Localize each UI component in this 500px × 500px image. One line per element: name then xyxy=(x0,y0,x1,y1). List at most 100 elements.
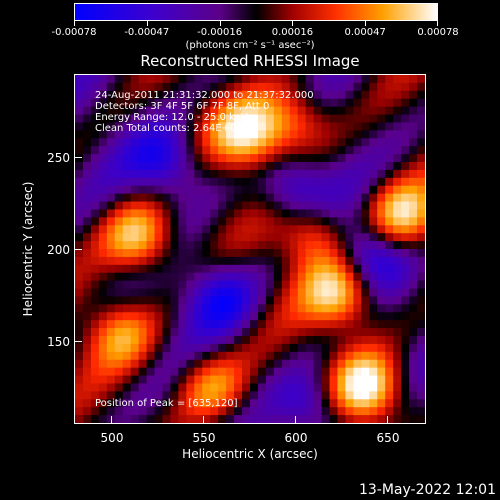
heatmap-cell xyxy=(114,169,124,179)
heatmap-cell xyxy=(281,272,291,282)
colorbar-tick xyxy=(365,21,367,26)
heatmap-cell xyxy=(353,288,362,298)
heatmap-cell xyxy=(417,249,425,258)
heatmap-cell xyxy=(417,280,425,290)
heatmap-cell xyxy=(218,98,227,108)
heatmap-cell xyxy=(114,272,124,282)
heatmap-cell xyxy=(250,130,259,139)
heatmap-cell xyxy=(186,249,195,258)
heatmap-cell xyxy=(265,320,275,329)
y-tick xyxy=(74,157,82,158)
heatmap-cell xyxy=(202,288,211,298)
heatmap-cell xyxy=(265,82,275,92)
heatmap-cell xyxy=(178,201,187,211)
heatmap-cell xyxy=(401,233,410,242)
heatmap-cell xyxy=(289,249,299,258)
heatmap-cell xyxy=(337,225,347,234)
heatmap-cell xyxy=(297,399,307,408)
heatmap-cell xyxy=(265,106,275,116)
heatmap-cell xyxy=(242,130,251,139)
heatmap-cell xyxy=(361,154,370,163)
heatmap-cell xyxy=(170,122,179,131)
heatmap-cell xyxy=(305,201,315,211)
heatmap-cell xyxy=(234,130,243,139)
heatmap-cell xyxy=(75,367,84,377)
heatmap-cell xyxy=(329,217,339,226)
heatmap-cell xyxy=(313,328,323,337)
heatmap-cell xyxy=(353,359,362,369)
heatmap-cell xyxy=(385,336,394,345)
heatmap-cell xyxy=(273,272,283,282)
heatmap-cell xyxy=(313,336,323,345)
heatmap-cell xyxy=(75,375,84,385)
heatmap-cell xyxy=(281,201,291,211)
heatmap-cell xyxy=(106,407,116,416)
heatmap-cell xyxy=(154,328,164,337)
heatmap-cell xyxy=(250,399,259,408)
heatmap-cell xyxy=(170,296,179,305)
heatmap-cell xyxy=(146,272,156,282)
heatmap-cell xyxy=(210,209,219,218)
heatmap-cell xyxy=(98,169,108,179)
heatmap-cell xyxy=(114,114,124,124)
heatmap-cell xyxy=(218,114,227,124)
heatmap-cell xyxy=(345,304,354,313)
heatmap-cell xyxy=(385,233,394,242)
heatmap-cell xyxy=(162,241,172,250)
heatmap-cell xyxy=(146,296,156,305)
heatmap-cell xyxy=(313,169,323,179)
heatmap-cell xyxy=(417,328,425,337)
heatmap-cell xyxy=(313,407,323,416)
heatmap-cell xyxy=(170,304,179,313)
heatmap-cell xyxy=(409,256,418,266)
heatmap-cell xyxy=(377,336,386,345)
heatmap-cell xyxy=(75,130,84,139)
heatmap-cell xyxy=(194,162,203,171)
annotation-peak: Position of Peak = [635,120] xyxy=(95,398,238,409)
heatmap-cell xyxy=(90,407,100,416)
heatmap-cell xyxy=(186,359,195,369)
heatmap-cell xyxy=(90,280,100,290)
heatmap-cell xyxy=(242,82,251,92)
heatmap-cell xyxy=(75,154,84,163)
heatmap-cell xyxy=(202,328,211,337)
heatmap-cell xyxy=(377,185,386,195)
heatmap-cell xyxy=(154,201,164,211)
heatmap-cell xyxy=(98,407,108,416)
heatmap-cell xyxy=(194,106,203,116)
heatmap-cell xyxy=(281,280,291,290)
heatmap-cell xyxy=(393,233,402,242)
heatmap-cell xyxy=(90,312,100,321)
heatmap-cell xyxy=(194,177,203,187)
heatmap-cell xyxy=(257,343,267,353)
heatmap-cell xyxy=(385,154,394,163)
heatmap-cell xyxy=(202,415,211,423)
heatmap-cell xyxy=(393,383,402,392)
heatmap-cell xyxy=(170,241,179,250)
heatmap-cell xyxy=(257,320,267,329)
heatmap-cell xyxy=(218,122,227,131)
heatmap-cell xyxy=(130,359,140,369)
heatmap-cell xyxy=(75,201,84,211)
heatmap-cell xyxy=(138,169,148,179)
heatmap-cell xyxy=(305,122,315,131)
heatmap-cell xyxy=(321,383,331,392)
heatmap-cell xyxy=(337,328,347,337)
heatmap-cell xyxy=(417,336,425,345)
heatmap-cell xyxy=(345,82,354,92)
heatmap-cell xyxy=(138,233,148,242)
heatmap-cell xyxy=(369,272,378,282)
heatmap-cell xyxy=(82,130,92,139)
heatmap-cell xyxy=(154,359,164,369)
heatmap-cell xyxy=(170,146,179,155)
heatmap-cell xyxy=(98,162,108,171)
heatmap-cell xyxy=(202,122,211,131)
heatmap-cell xyxy=(385,177,394,187)
heatmap-cell xyxy=(202,114,211,124)
heatmap-cell xyxy=(329,312,339,321)
heatmap-cell xyxy=(345,272,354,282)
heatmap-cell xyxy=(226,193,235,203)
heatmap-cell xyxy=(257,106,267,116)
heatmap-cell xyxy=(234,82,243,92)
heatmap-cell xyxy=(409,343,418,353)
